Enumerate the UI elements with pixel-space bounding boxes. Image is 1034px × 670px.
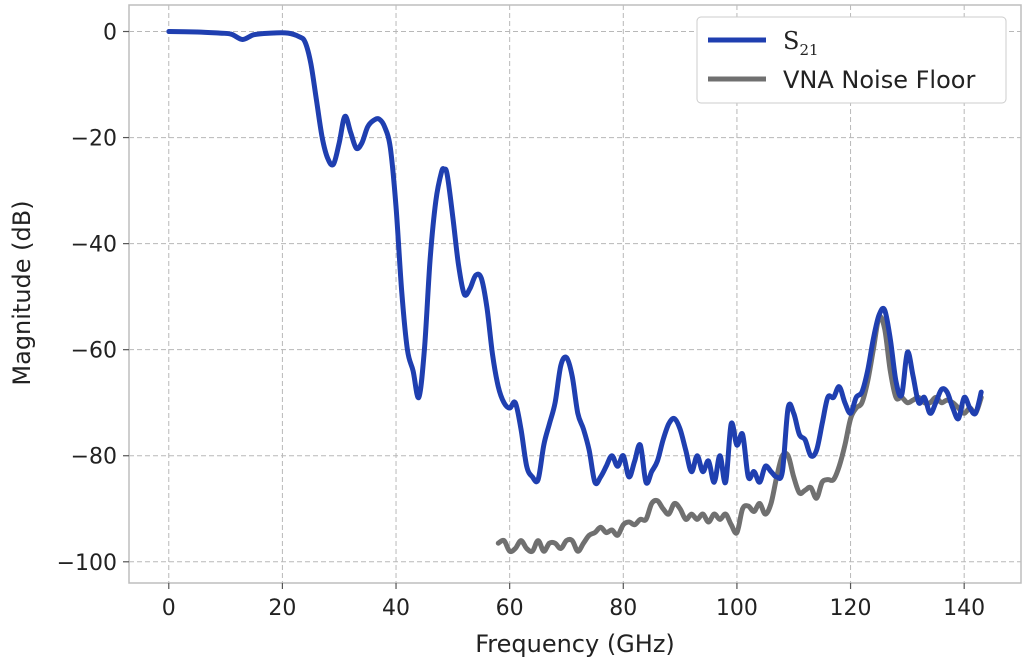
x-tick-label: 20 [268,596,296,621]
series-lines [166,29,984,555]
s21-line [166,29,984,487]
x-tick-label: 80 [609,596,637,621]
x-tick-label: 120 [830,596,872,621]
x-axis-ticks: 0 20 40 60 80 100 120 140 [162,583,985,621]
y-tick-label: −20 [71,127,117,152]
x-tick-label: 140 [943,596,985,621]
y-tick-label: −60 [71,339,117,364]
y-tick-label: −100 [57,551,117,576]
y-tick-label: 0 [103,21,117,46]
y-axis-label: Magnitude (dB) [8,200,36,385]
legend: S21 VNA Noise Floor [696,16,1007,104]
legend-box [696,16,1007,104]
x-tick-label: 60 [496,596,524,621]
legend-label-noise-floor: VNA Noise Floor [783,66,975,94]
x-tick-label: 40 [382,596,410,621]
y-tick-label: −80 [71,445,117,470]
x-tick-label: 0 [162,596,176,621]
legend-label-s21-base: S [783,27,799,55]
x-axis-label: Frequency (GHz) [475,630,675,658]
plot-frame [128,4,1022,584]
legend-label-s21-subscript: 21 [799,41,818,59]
y-tick-label: −40 [71,233,117,258]
x-tick-label: 100 [716,596,758,621]
legend-label-s21: S21 [783,27,819,59]
y-axis-ticks: 0 −20 −40 −60 −80 −100 [57,21,129,576]
